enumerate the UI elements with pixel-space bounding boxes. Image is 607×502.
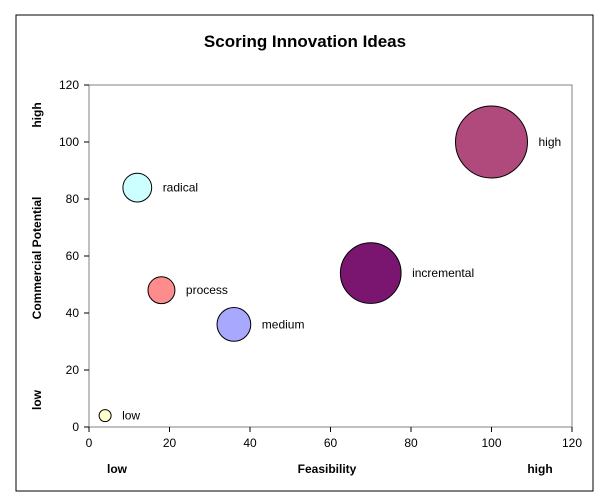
x-tick-label: 120 xyxy=(562,436,582,450)
y-axis-title: Commercial Potential xyxy=(30,197,44,320)
bubble-label-high: high xyxy=(539,135,562,149)
x-tick-label: 0 xyxy=(86,436,93,450)
x-low-label: low xyxy=(107,462,128,476)
x-tick-label: 40 xyxy=(243,436,257,450)
bubble-label-process: process xyxy=(186,283,228,297)
bubble-label-medium: medium xyxy=(262,317,305,331)
y-tick-label: 100 xyxy=(59,135,79,149)
bubble-label-radical: radical xyxy=(163,181,198,195)
y-axis-ticks: 0 20 40 60 80 100 120 xyxy=(59,78,89,434)
y-tick-label: 60 xyxy=(66,249,80,263)
x-axis-title: Feasibility xyxy=(298,462,357,476)
x-tick-label: 100 xyxy=(481,436,501,450)
x-axis-ticks: 0 20 40 60 80 100 120 xyxy=(86,427,582,450)
x-high-label: high xyxy=(527,462,552,476)
bubble-incremental xyxy=(339,242,402,304)
bubble-medium xyxy=(216,307,252,342)
x-tick-label: 80 xyxy=(404,436,418,450)
y-tick-label: 80 xyxy=(66,192,80,206)
bubble-high xyxy=(455,105,528,179)
chart-title: Scoring Innovation Ideas xyxy=(204,32,406,51)
y-high-label: high xyxy=(30,102,44,127)
y-tick-label: 40 xyxy=(66,306,80,320)
bubble-radical xyxy=(122,172,153,203)
bubble-labels: low radical process medium incremental high xyxy=(122,135,561,423)
y-tick-label: 120 xyxy=(59,78,79,92)
y-low-label: low xyxy=(30,389,44,410)
bubbles xyxy=(98,105,528,423)
x-tick-label: 20 xyxy=(163,436,177,450)
bubble-label-incremental: incremental xyxy=(412,266,474,280)
bubble-label-low: low xyxy=(122,409,140,423)
bubble-low xyxy=(98,409,112,423)
x-tick-label: 60 xyxy=(324,436,338,450)
bubble-process xyxy=(147,276,176,305)
y-tick-label: 0 xyxy=(72,420,79,434)
y-tick-label: 20 xyxy=(66,363,80,377)
